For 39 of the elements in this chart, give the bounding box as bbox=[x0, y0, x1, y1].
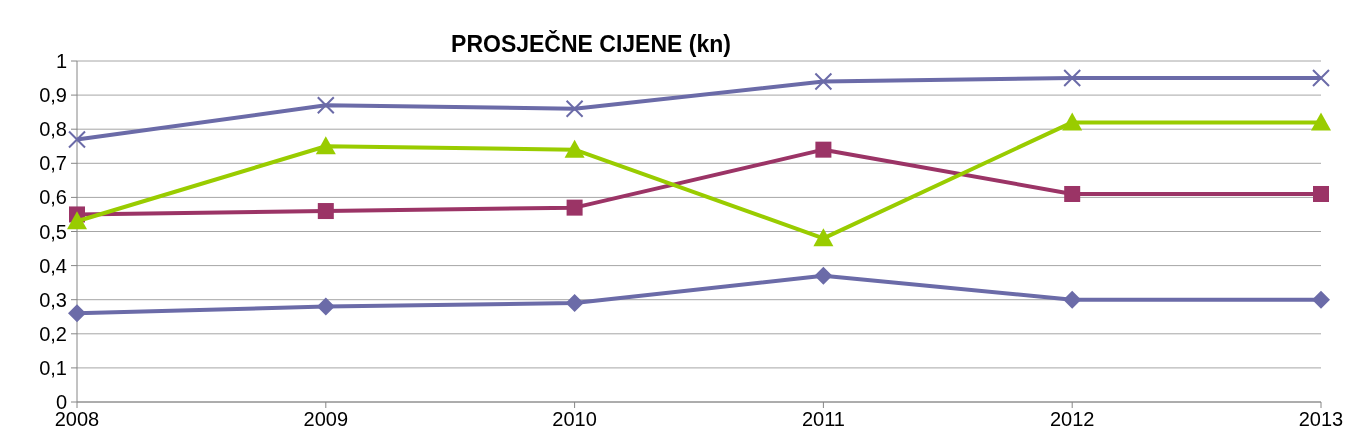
point bbox=[68, 304, 86, 323]
point bbox=[813, 228, 834, 247]
point bbox=[316, 96, 335, 115]
point bbox=[566, 199, 583, 216]
x-tick-label: 2010 bbox=[552, 408, 597, 430]
point bbox=[564, 139, 585, 158]
y-tick-label: 0,4 bbox=[39, 254, 67, 277]
point bbox=[67, 211, 87, 230]
y-tick-label: 0,5 bbox=[39, 220, 67, 243]
y-tick-label: 0,1 bbox=[39, 356, 67, 379]
x-tick-label: 2012 bbox=[1049, 408, 1095, 430]
point bbox=[1062, 112, 1083, 131]
y-tick-label: 0,3 bbox=[39, 288, 67, 311]
y-tick-label: 0,7 bbox=[39, 152, 67, 175]
point bbox=[814, 72, 833, 91]
y-tick-label: 0,2 bbox=[39, 322, 67, 345]
x-tick-label: 2011 bbox=[801, 408, 845, 430]
point bbox=[814, 266, 833, 285]
y-tick-label: 0,9 bbox=[39, 84, 67, 107]
point bbox=[315, 136, 336, 155]
point bbox=[1312, 290, 1330, 309]
y-tick-label: 0,6 bbox=[39, 186, 67, 209]
point bbox=[1064, 185, 1081, 202]
point bbox=[1312, 69, 1330, 88]
point bbox=[815, 141, 832, 158]
point bbox=[1311, 112, 1331, 131]
point bbox=[565, 99, 584, 118]
x-tick-label: 2009 bbox=[303, 408, 349, 430]
point bbox=[1063, 290, 1082, 309]
x-tick-label: 2013 bbox=[1298, 408, 1344, 430]
point bbox=[565, 294, 584, 313]
point bbox=[316, 297, 335, 316]
point bbox=[1313, 185, 1329, 202]
y-tick-label: 0,8 bbox=[39, 118, 67, 141]
y-tick-label: 1 bbox=[55, 50, 67, 72]
point bbox=[1063, 69, 1082, 88]
chart-title: PROSJEČNE CIJENE (kn) bbox=[451, 30, 731, 57]
point bbox=[317, 203, 334, 220]
point bbox=[68, 130, 86, 149]
